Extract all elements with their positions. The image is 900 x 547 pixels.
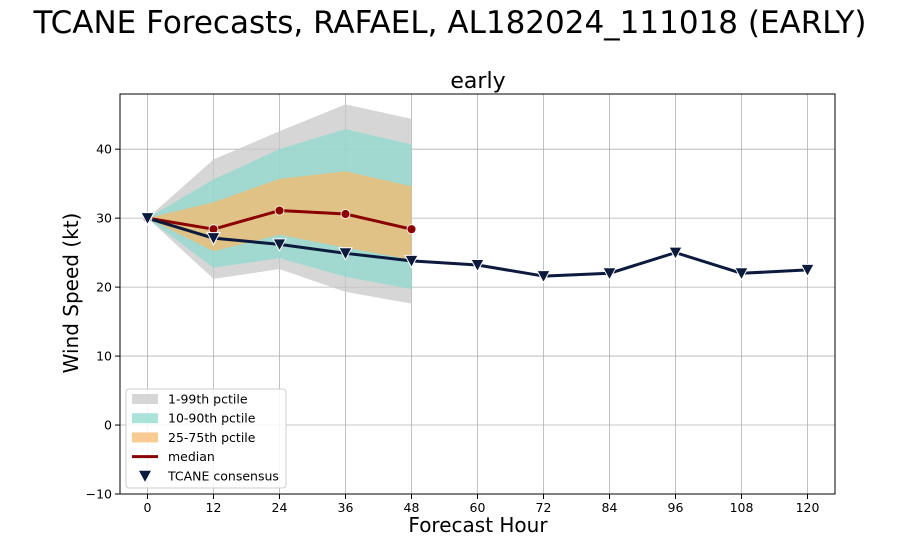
x-tick-label-24: 24 — [272, 500, 288, 515]
consensus-point-120 — [800, 263, 815, 278]
consensus-point-60 — [470, 259, 485, 273]
x-tick-label-60: 60 — [470, 500, 486, 515]
consensus-point-48 — [404, 254, 419, 269]
y-tick-label-10: 10 — [96, 349, 112, 364]
axes: 0 12 24 36 48 60 72 84 96 108 120 −10 0 10 20 30 40 — [86, 93, 836, 515]
consensus-point-96 — [668, 246, 683, 261]
x-axis-label: Forecast Hour — [408, 513, 548, 537]
series-markers — [140, 205, 815, 284]
consensus-point-12 — [206, 232, 221, 246]
legend-swatch-band_1_99 — [132, 394, 158, 404]
x-tick-label-120: 120 — [796, 500, 820, 515]
median-point-48 — [406, 224, 417, 235]
legend-label-band_1_99: 1-99th pctile — [168, 392, 248, 407]
x-tick-label-12: 12 — [206, 500, 222, 515]
legend-label-band_25_75: 25-75th pctile — [168, 430, 256, 445]
x-tick-label-72: 72 — [536, 500, 552, 515]
legend-label-consensus: TCANE consensus — [167, 468, 279, 483]
legend-swatch-band_25_75 — [132, 432, 158, 443]
y-tick-label-20: 20 — [96, 280, 112, 295]
consensus-point-108 — [734, 267, 749, 281]
x-tick-label-108: 108 — [730, 500, 754, 515]
x-tick-label-84: 84 — [602, 500, 618, 515]
median-point-24 — [274, 205, 285, 216]
consensus-point-84 — [602, 267, 617, 281]
consensus-point-72 — [536, 270, 551, 284]
y-tick-label-30: 30 — [96, 211, 112, 226]
consensus-point-24 — [272, 238, 287, 252]
y-tick-label-0: 0 — [104, 418, 112, 433]
consensus-point-36 — [338, 247, 353, 261]
legend-swatch-band_10_90 — [132, 413, 158, 424]
legend-label-band_10_90: 10-90th pctile — [168, 411, 256, 426]
y-tick-label-40: 40 — [96, 142, 112, 157]
consensus-point-0 — [140, 212, 155, 226]
y-tick-label--10: −10 — [86, 487, 112, 502]
legend-swatch-consensus — [139, 470, 151, 482]
plot-title: early — [450, 69, 505, 94]
legend: 1-99th pctile 10-90th pctile 25-75th pctil… — [125, 388, 287, 489]
x-tick-label-48: 48 — [404, 500, 420, 515]
median-point-36 — [340, 209, 351, 219]
figure-title: TCANE Forecasts, RAFAEL, AL182024_111018… — [32, 5, 866, 41]
x-tick-label-36: 36 — [338, 500, 354, 515]
x-tick-label-96: 96 — [668, 500, 684, 515]
legend-label-median: median — [168, 449, 215, 464]
legend-box — [125, 388, 287, 489]
y-axis-label: Wind Speed (kt) — [59, 213, 83, 374]
x-tick-label-0: 0 — [144, 500, 152, 515]
